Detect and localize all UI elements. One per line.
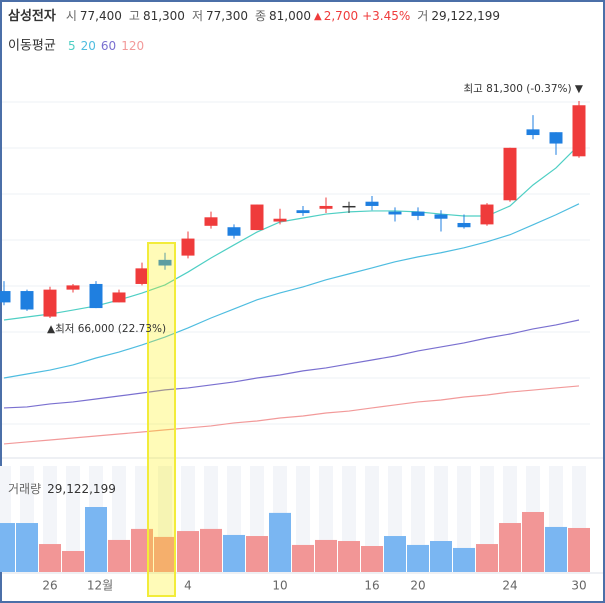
stock-name: 삼성전자 [8, 8, 56, 24]
low-annotation: ▲최저 66,000 (22.73%) [47, 323, 166, 335]
candle-body [411, 211, 425, 216]
moving-average-line [3, 203, 580, 379]
volume-bar [338, 541, 360, 572]
x-tick-label: 12월 [87, 579, 113, 593]
volume-bar [476, 544, 498, 572]
volume-bar [361, 546, 383, 572]
ma-label: 이동평균 [8, 39, 56, 54]
volume-bar [407, 544, 429, 572]
volume-bar [154, 536, 176, 572]
header-value: 81,000 [269, 9, 311, 23]
candle-body [43, 289, 57, 317]
candle-body [0, 291, 11, 303]
candle-body [572, 105, 586, 157]
candle-body [457, 222, 471, 228]
legend-entry: 5 [68, 39, 76, 53]
candle-body [66, 285, 80, 290]
high-annotation: 최고 81,300 (-0.37%) ▼ [464, 83, 584, 95]
volume-bar [315, 539, 337, 572]
volume-bar [200, 528, 222, 572]
change-amount: 2,700 [324, 9, 358, 23]
candle-body [480, 204, 494, 225]
volume-bar [108, 539, 130, 572]
volume-bar [0, 523, 15, 572]
volume-bar [39, 544, 61, 572]
volume-bar [16, 523, 38, 572]
change-arrow: ▲ [314, 11, 322, 22]
volume-bar [269, 512, 291, 572]
plot [0, 101, 590, 572]
candle-body [319, 205, 333, 209]
selection-highlight [147, 242, 176, 597]
volume-stripe [66, 466, 80, 572]
x-tick-label: 26 [42, 579, 57, 593]
volume-bar [223, 534, 245, 572]
candle-body [181, 238, 195, 256]
candle-body [342, 205, 356, 208]
candle-body [204, 217, 218, 226]
volume-value: 29,122,199 [47, 482, 116, 496]
volume-bar [246, 536, 268, 572]
header-value: 77,300 [206, 9, 248, 23]
volume-bar [453, 547, 475, 572]
candle-body [250, 204, 264, 231]
x-tick-label: 20 [410, 579, 425, 593]
volume-stripe [457, 466, 471, 572]
volume-bar [384, 536, 406, 572]
header-label: 저 [192, 9, 203, 23]
header-label: 종 [255, 9, 266, 23]
header-value: 81,300 [143, 9, 185, 23]
candle-body [434, 214, 448, 219]
x-tick-label: 24 [502, 579, 517, 593]
x-tick-label: 16 [364, 579, 379, 593]
header-label: 시 [66, 9, 77, 23]
candle-body [135, 268, 149, 284]
moving-average-line [3, 319, 580, 409]
volume-bar [545, 526, 567, 572]
legend-entry: 120 [121, 39, 144, 53]
volume-bar [499, 523, 521, 572]
candle-body [296, 210, 310, 214]
candle-body [526, 129, 540, 136]
header: 삼성전자 시 77,400 고 81,300 저 77,300 종 81,000 ▲ 2,700 +3… [8, 8, 500, 24]
candle-body [227, 227, 241, 236]
x-tick-label: 30 [571, 579, 586, 593]
volume-bar [568, 527, 590, 572]
legend-entry: 20 [81, 39, 96, 53]
candle-body [112, 292, 126, 303]
header-value: 29,122,199 [431, 9, 500, 23]
header-value: 77,400 [80, 9, 122, 23]
candle-body [273, 218, 287, 222]
candle-body [365, 201, 379, 206]
ma-legend: 5 20 60 120 [68, 39, 144, 53]
candle-body [503, 147, 517, 201]
change-percent: +3.45% [362, 9, 410, 23]
x-tick-label: 4 [184, 579, 192, 593]
volume-bar [62, 550, 84, 572]
candle-body [549, 132, 563, 144]
header-label: 거 [417, 9, 428, 23]
volume-bar [430, 541, 452, 572]
volume-stripe [0, 466, 11, 572]
candle-body [89, 283, 103, 309]
volume-label: 거래량 29,122,199 [8, 482, 116, 496]
candle-body [388, 211, 402, 215]
header-label: 고 [129, 9, 140, 23]
legend-entry: 60 [101, 39, 116, 53]
volume-stripe [365, 466, 379, 572]
candle-body [158, 259, 172, 266]
volume-title: 거래량 [8, 482, 41, 496]
moving-average-line [3, 385, 580, 445]
volume-bar [85, 507, 107, 572]
volume-bar [522, 511, 544, 572]
x-tick-label: 10 [272, 579, 287, 593]
volume-bar [292, 544, 314, 572]
volume-bar [177, 531, 199, 572]
candle-body [20, 291, 34, 310]
